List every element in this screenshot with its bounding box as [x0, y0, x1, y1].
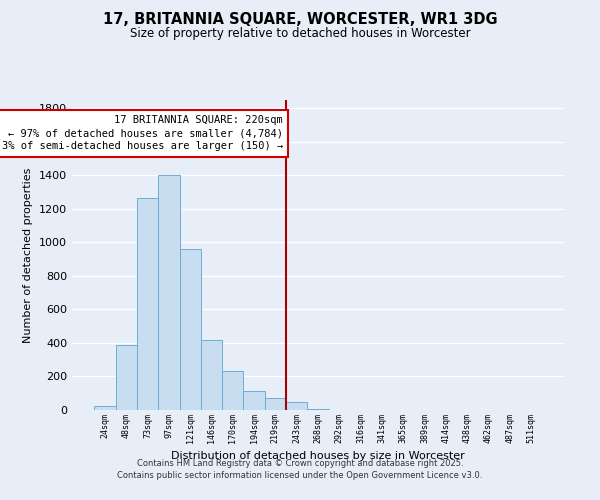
Text: Size of property relative to detached houses in Worcester: Size of property relative to detached ho… [130, 28, 470, 40]
Bar [94, 406, 116, 410]
Bar [179, 249, 201, 410]
Bar [137, 198, 158, 410]
Bar [265, 398, 286, 410]
Bar [201, 340, 222, 410]
Text: 17 BRITANNIA SQUARE: 220sqm
← 97% of detached houses are smaller (4,784)
3% of s: 17 BRITANNIA SQUARE: 220sqm ← 97% of det… [2, 115, 283, 152]
Bar [244, 390, 265, 410]
Text: 17, BRITANNIA SQUARE, WORCESTER, WR1 3DG: 17, BRITANNIA SQUARE, WORCESTER, WR1 3DG [103, 12, 497, 28]
X-axis label: Distribution of detached houses by size in Worcester: Distribution of detached houses by size … [171, 451, 465, 461]
Bar [222, 370, 244, 410]
Bar [158, 176, 179, 410]
Bar [286, 402, 307, 410]
Y-axis label: Number of detached properties: Number of detached properties [23, 168, 34, 342]
Bar [116, 344, 137, 410]
Text: Contains HM Land Registry data © Crown copyright and database right 2025.
Contai: Contains HM Land Registry data © Crown c… [118, 458, 482, 480]
Bar [307, 409, 329, 410]
